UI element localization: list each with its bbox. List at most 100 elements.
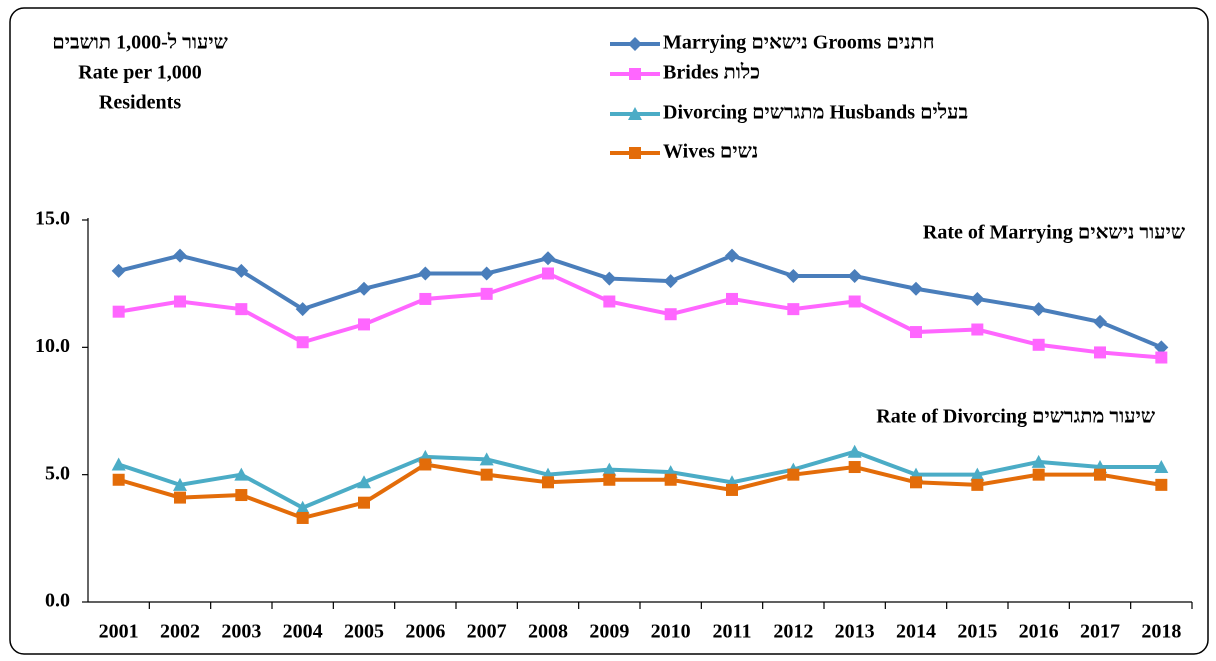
- annotation: Rate of Divorcing שיעור מתגרשים: [876, 406, 1155, 428]
- x-tick-label: 2005: [344, 621, 384, 643]
- data-point: [174, 491, 186, 504]
- data-point: [234, 467, 249, 481]
- x-tick-label: 2010: [651, 621, 691, 643]
- data-point: [1032, 468, 1045, 481]
- data-point: [1155, 351, 1168, 364]
- data-point: [726, 483, 738, 496]
- data-point: [295, 500, 310, 514]
- data-point: [1032, 338, 1045, 351]
- data-point: [970, 467, 985, 481]
- data-point: [663, 274, 678, 289]
- legend-label: Wives נשים: [663, 141, 758, 163]
- legend-label: Divorcing מתגרשים Husbands בעלים: [663, 102, 968, 124]
- data-point: [296, 336, 309, 349]
- data-point: [787, 303, 800, 316]
- x-tick-label: 2002: [160, 621, 200, 643]
- y-tick-label: 15.0: [35, 208, 70, 230]
- x-tick-label: 2014: [896, 621, 936, 643]
- legend-marker: [628, 107, 642, 120]
- data-point: [603, 295, 616, 308]
- y-axis-title: שיעור ל-1,000 תושבים: [52, 32, 228, 54]
- data-point: [111, 457, 126, 471]
- data-point: [726, 292, 738, 305]
- data-point: [848, 461, 861, 474]
- data-point: [357, 475, 371, 489]
- data-point: [786, 269, 801, 284]
- data-point: [358, 318, 370, 331]
- data-point: [910, 326, 922, 339]
- data-point: [910, 476, 922, 489]
- x-tick-label: 2016: [1019, 621, 1059, 643]
- data-point: [909, 281, 923, 296]
- data-point: [419, 458, 432, 471]
- x-tick-label: 2001: [99, 621, 139, 643]
- data-point: [296, 511, 309, 524]
- data-point: [542, 267, 554, 280]
- x-tick-label: 2007: [467, 621, 507, 643]
- data-point: [664, 473, 677, 486]
- annotation: Rate of Marrying שיעור נישאים: [923, 222, 1185, 244]
- x-tick-label: 2018: [1141, 621, 1181, 643]
- data-point: [1031, 302, 1046, 317]
- data-point: [542, 476, 554, 489]
- data-point: [970, 291, 985, 306]
- data-point: [603, 473, 616, 486]
- x-tick-label: 2011: [713, 621, 752, 643]
- data-point: [112, 305, 125, 318]
- data-point: [234, 263, 249, 278]
- data-point: [419, 292, 432, 305]
- legend-marker: [628, 37, 642, 51]
- x-tick-label: 2009: [589, 621, 629, 643]
- legend-marker: [629, 68, 641, 80]
- data-point: [541, 251, 555, 266]
- data-point: [479, 266, 494, 281]
- data-point: [174, 295, 186, 308]
- data-point: [971, 478, 984, 491]
- data-point: [1094, 468, 1106, 481]
- data-point: [725, 248, 739, 263]
- data-point: [847, 444, 862, 458]
- legend-label: Brides כלות: [663, 62, 760, 84]
- y-axis-title: Rate per 1,000: [78, 62, 202, 84]
- data-point: [173, 477, 187, 491]
- data-point: [1031, 454, 1046, 468]
- x-tick-label: 2015: [957, 621, 997, 643]
- data-point: [664, 308, 677, 321]
- data-point: [111, 263, 126, 278]
- data-point: [358, 496, 370, 509]
- y-tick-label: 10.0: [35, 335, 70, 357]
- frame: [9, 7, 1209, 655]
- x-tick-label: 2004: [283, 621, 323, 643]
- data-point: [235, 303, 248, 316]
- y-tick-label: 0.0: [45, 590, 70, 612]
- data-point: [235, 489, 248, 502]
- x-tick-label: 2017: [1080, 621, 1120, 643]
- data-point: [602, 271, 617, 286]
- data-point: [480, 287, 493, 300]
- data-point: [357, 281, 371, 296]
- data-point: [295, 302, 310, 317]
- data-point: [1094, 346, 1106, 359]
- x-tick-label: 2006: [405, 621, 445, 643]
- data-point: [479, 452, 494, 466]
- data-point: [1154, 460, 1169, 474]
- data-point: [480, 468, 493, 481]
- data-point: [848, 295, 861, 308]
- data-point: [971, 323, 984, 336]
- series-line: [118, 449, 1162, 510]
- data-point: [847, 269, 862, 284]
- y-axis-title: Residents: [99, 92, 181, 114]
- data-point: [1154, 340, 1169, 355]
- data-point: [112, 473, 125, 486]
- data-point: [1093, 314, 1107, 329]
- data-point: [602, 462, 617, 476]
- x-tick-label: 2003: [221, 621, 261, 643]
- series-line: [118, 271, 1162, 360]
- x-tick-label: 2012: [773, 621, 813, 643]
- x-tick-label: 2013: [835, 621, 875, 643]
- data-point: [173, 248, 187, 263]
- data-point: [787, 468, 800, 481]
- series-line: [118, 253, 1163, 350]
- data-point: [1155, 478, 1168, 491]
